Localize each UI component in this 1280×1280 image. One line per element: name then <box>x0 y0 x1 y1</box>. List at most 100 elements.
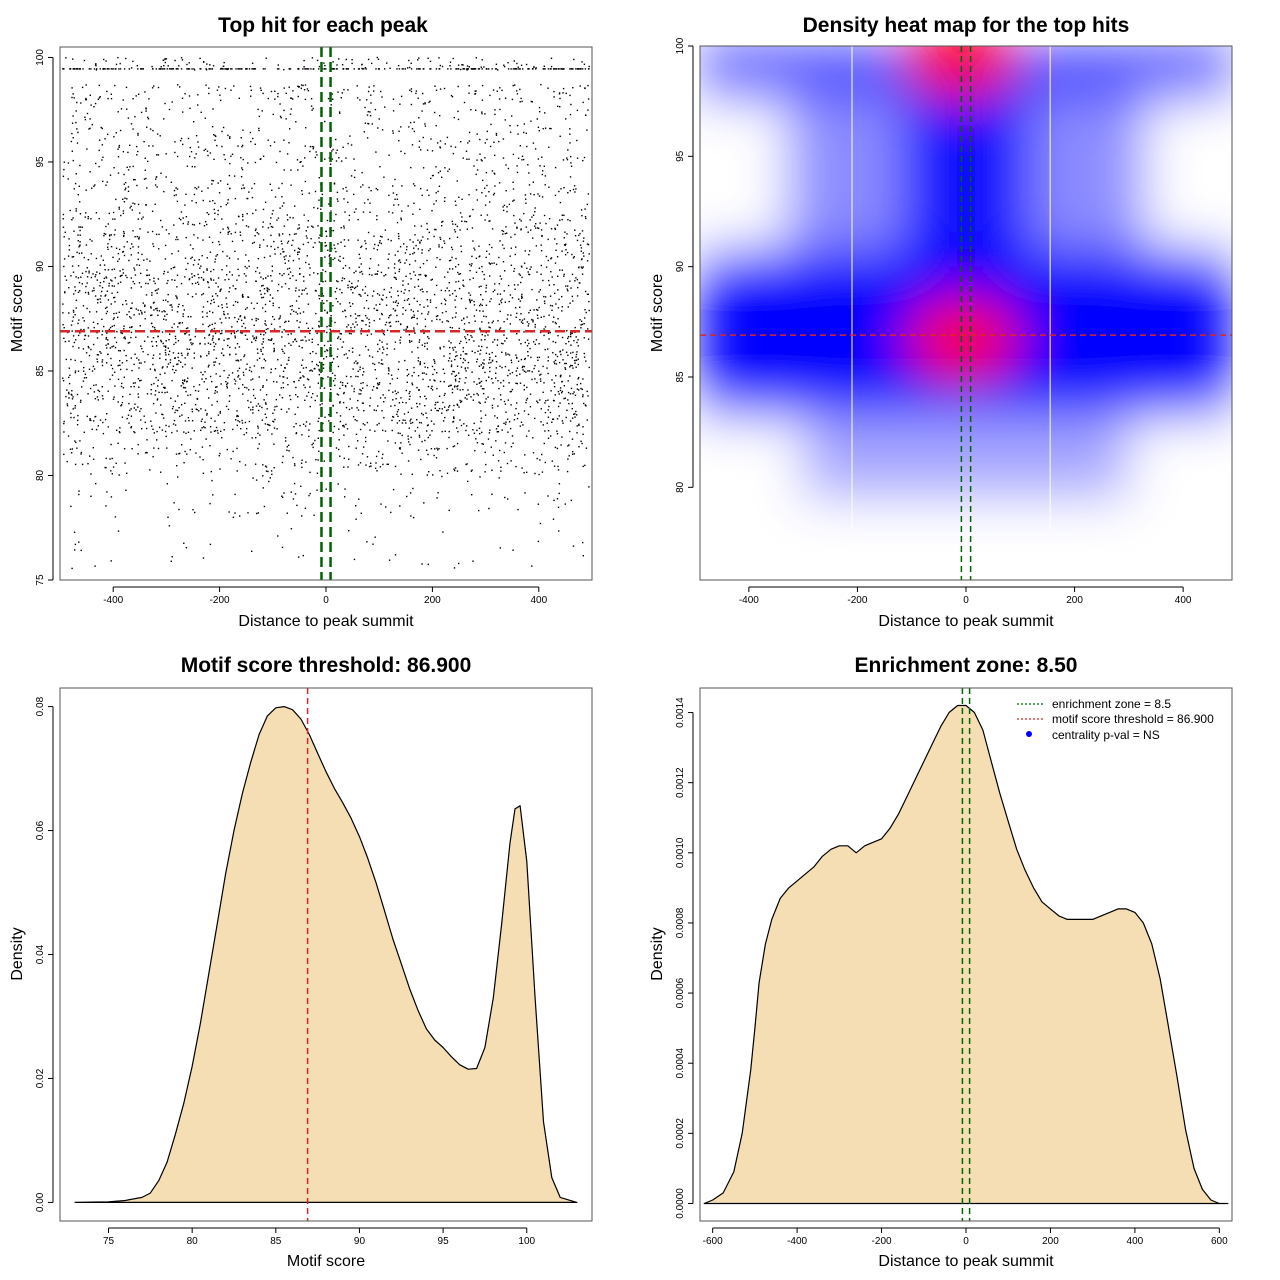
scatter-point <box>452 349 455 351</box>
scatter-point <box>530 229 532 231</box>
scatter-point <box>362 320 364 322</box>
scatter-point <box>223 313 225 315</box>
scatter-point <box>292 239 294 242</box>
scatter-point <box>201 190 203 192</box>
scatter-point <box>147 231 149 233</box>
scatter-point <box>357 280 359 282</box>
scatter-point <box>400 126 402 128</box>
scatter-point <box>117 252 120 255</box>
scatter-point <box>474 249 476 251</box>
scatter-point <box>362 374 364 376</box>
scatter-point <box>297 253 299 256</box>
scatter-point <box>75 121 77 124</box>
scatter-point <box>317 382 319 384</box>
scatter-point <box>263 505 266 508</box>
scatter-point <box>393 348 396 350</box>
scatter-point <box>211 328 213 331</box>
scatter-point <box>301 515 303 517</box>
scatter-point <box>260 350 262 352</box>
scatter-point <box>193 275 196 277</box>
scatter-point <box>365 68 367 70</box>
scatter-point <box>167 347 169 349</box>
scatter-point <box>181 444 183 446</box>
scatter-point <box>213 430 216 432</box>
scatter-point <box>349 286 352 289</box>
scatter-point <box>298 289 300 291</box>
scatter-point <box>526 339 529 341</box>
scatter-point <box>100 255 102 257</box>
scatter-point <box>214 430 217 432</box>
scatter-point <box>461 198 463 200</box>
scatter-point <box>132 60 134 63</box>
scatter-point <box>479 402 481 404</box>
scatter-point <box>165 319 167 321</box>
scatter-point <box>572 367 574 369</box>
scatter-point <box>435 266 437 268</box>
scatter-point <box>441 225 443 227</box>
scatter-point <box>409 420 411 422</box>
scatter-point <box>75 339 77 341</box>
scatter-point <box>532 437 534 439</box>
scatter-point <box>429 68 431 70</box>
scatter-point <box>177 238 179 241</box>
scatter-point <box>172 368 174 371</box>
scatter-point <box>157 86 160 89</box>
scatter-point <box>150 307 152 309</box>
scatter-point <box>412 253 414 255</box>
scatter-point <box>88 354 91 357</box>
scatter-y-label: Motif score <box>9 274 26 352</box>
scatter-point <box>423 502 425 504</box>
scatter-point <box>347 239 350 241</box>
scatter-point <box>357 370 359 372</box>
scatter-point <box>281 248 284 250</box>
scatter-point <box>417 375 420 377</box>
scatter-point <box>570 335 572 338</box>
scatter-point <box>121 401 124 404</box>
scatter-point <box>95 69 98 71</box>
scatter-point <box>104 138 106 140</box>
scatter-point <box>298 273 301 275</box>
scatter-point <box>357 440 359 442</box>
scatter-point <box>144 305 146 307</box>
scatter-point <box>516 357 518 359</box>
scatter-point <box>375 455 378 458</box>
scatter-point <box>185 390 187 393</box>
score-density-y-label: Density <box>9 927 26 980</box>
scatter-point <box>111 367 114 370</box>
scatter-point <box>567 192 569 194</box>
scatter-point <box>396 413 398 416</box>
scatter-point <box>446 447 448 450</box>
scatter-point <box>515 316 517 318</box>
scatter-point <box>342 257 345 259</box>
scatter-point <box>438 407 441 410</box>
scatter-point <box>513 284 516 286</box>
scatter-point <box>558 298 560 301</box>
scatter-point <box>553 499 555 502</box>
scatter-point <box>270 470 273 472</box>
scatter-point <box>311 338 313 340</box>
scatter-point <box>167 65 169 67</box>
scatter-point <box>426 149 429 151</box>
scatter-point <box>285 255 287 257</box>
scatter-point <box>525 401 527 404</box>
scatter-point <box>180 137 183 140</box>
scatter-point <box>373 247 375 250</box>
scatter-point <box>210 277 212 280</box>
scatter-point <box>312 148 314 150</box>
scatter-point <box>498 387 500 390</box>
scatter-point <box>149 469 151 471</box>
scatter-point <box>322 367 325 369</box>
scatter-point <box>342 68 345 70</box>
scatter-point <box>433 235 435 238</box>
scatter-point <box>201 255 203 257</box>
scatter-point <box>176 465 178 467</box>
scatter-point <box>277 246 279 249</box>
scatter-point <box>133 179 135 181</box>
scatter-point <box>152 337 155 339</box>
scatter-point <box>336 68 338 70</box>
scatter-point <box>366 456 369 458</box>
scatter-point <box>79 241 81 243</box>
scatter-point <box>435 306 437 309</box>
scatter-point <box>398 361 400 363</box>
scatter-point <box>323 344 326 347</box>
